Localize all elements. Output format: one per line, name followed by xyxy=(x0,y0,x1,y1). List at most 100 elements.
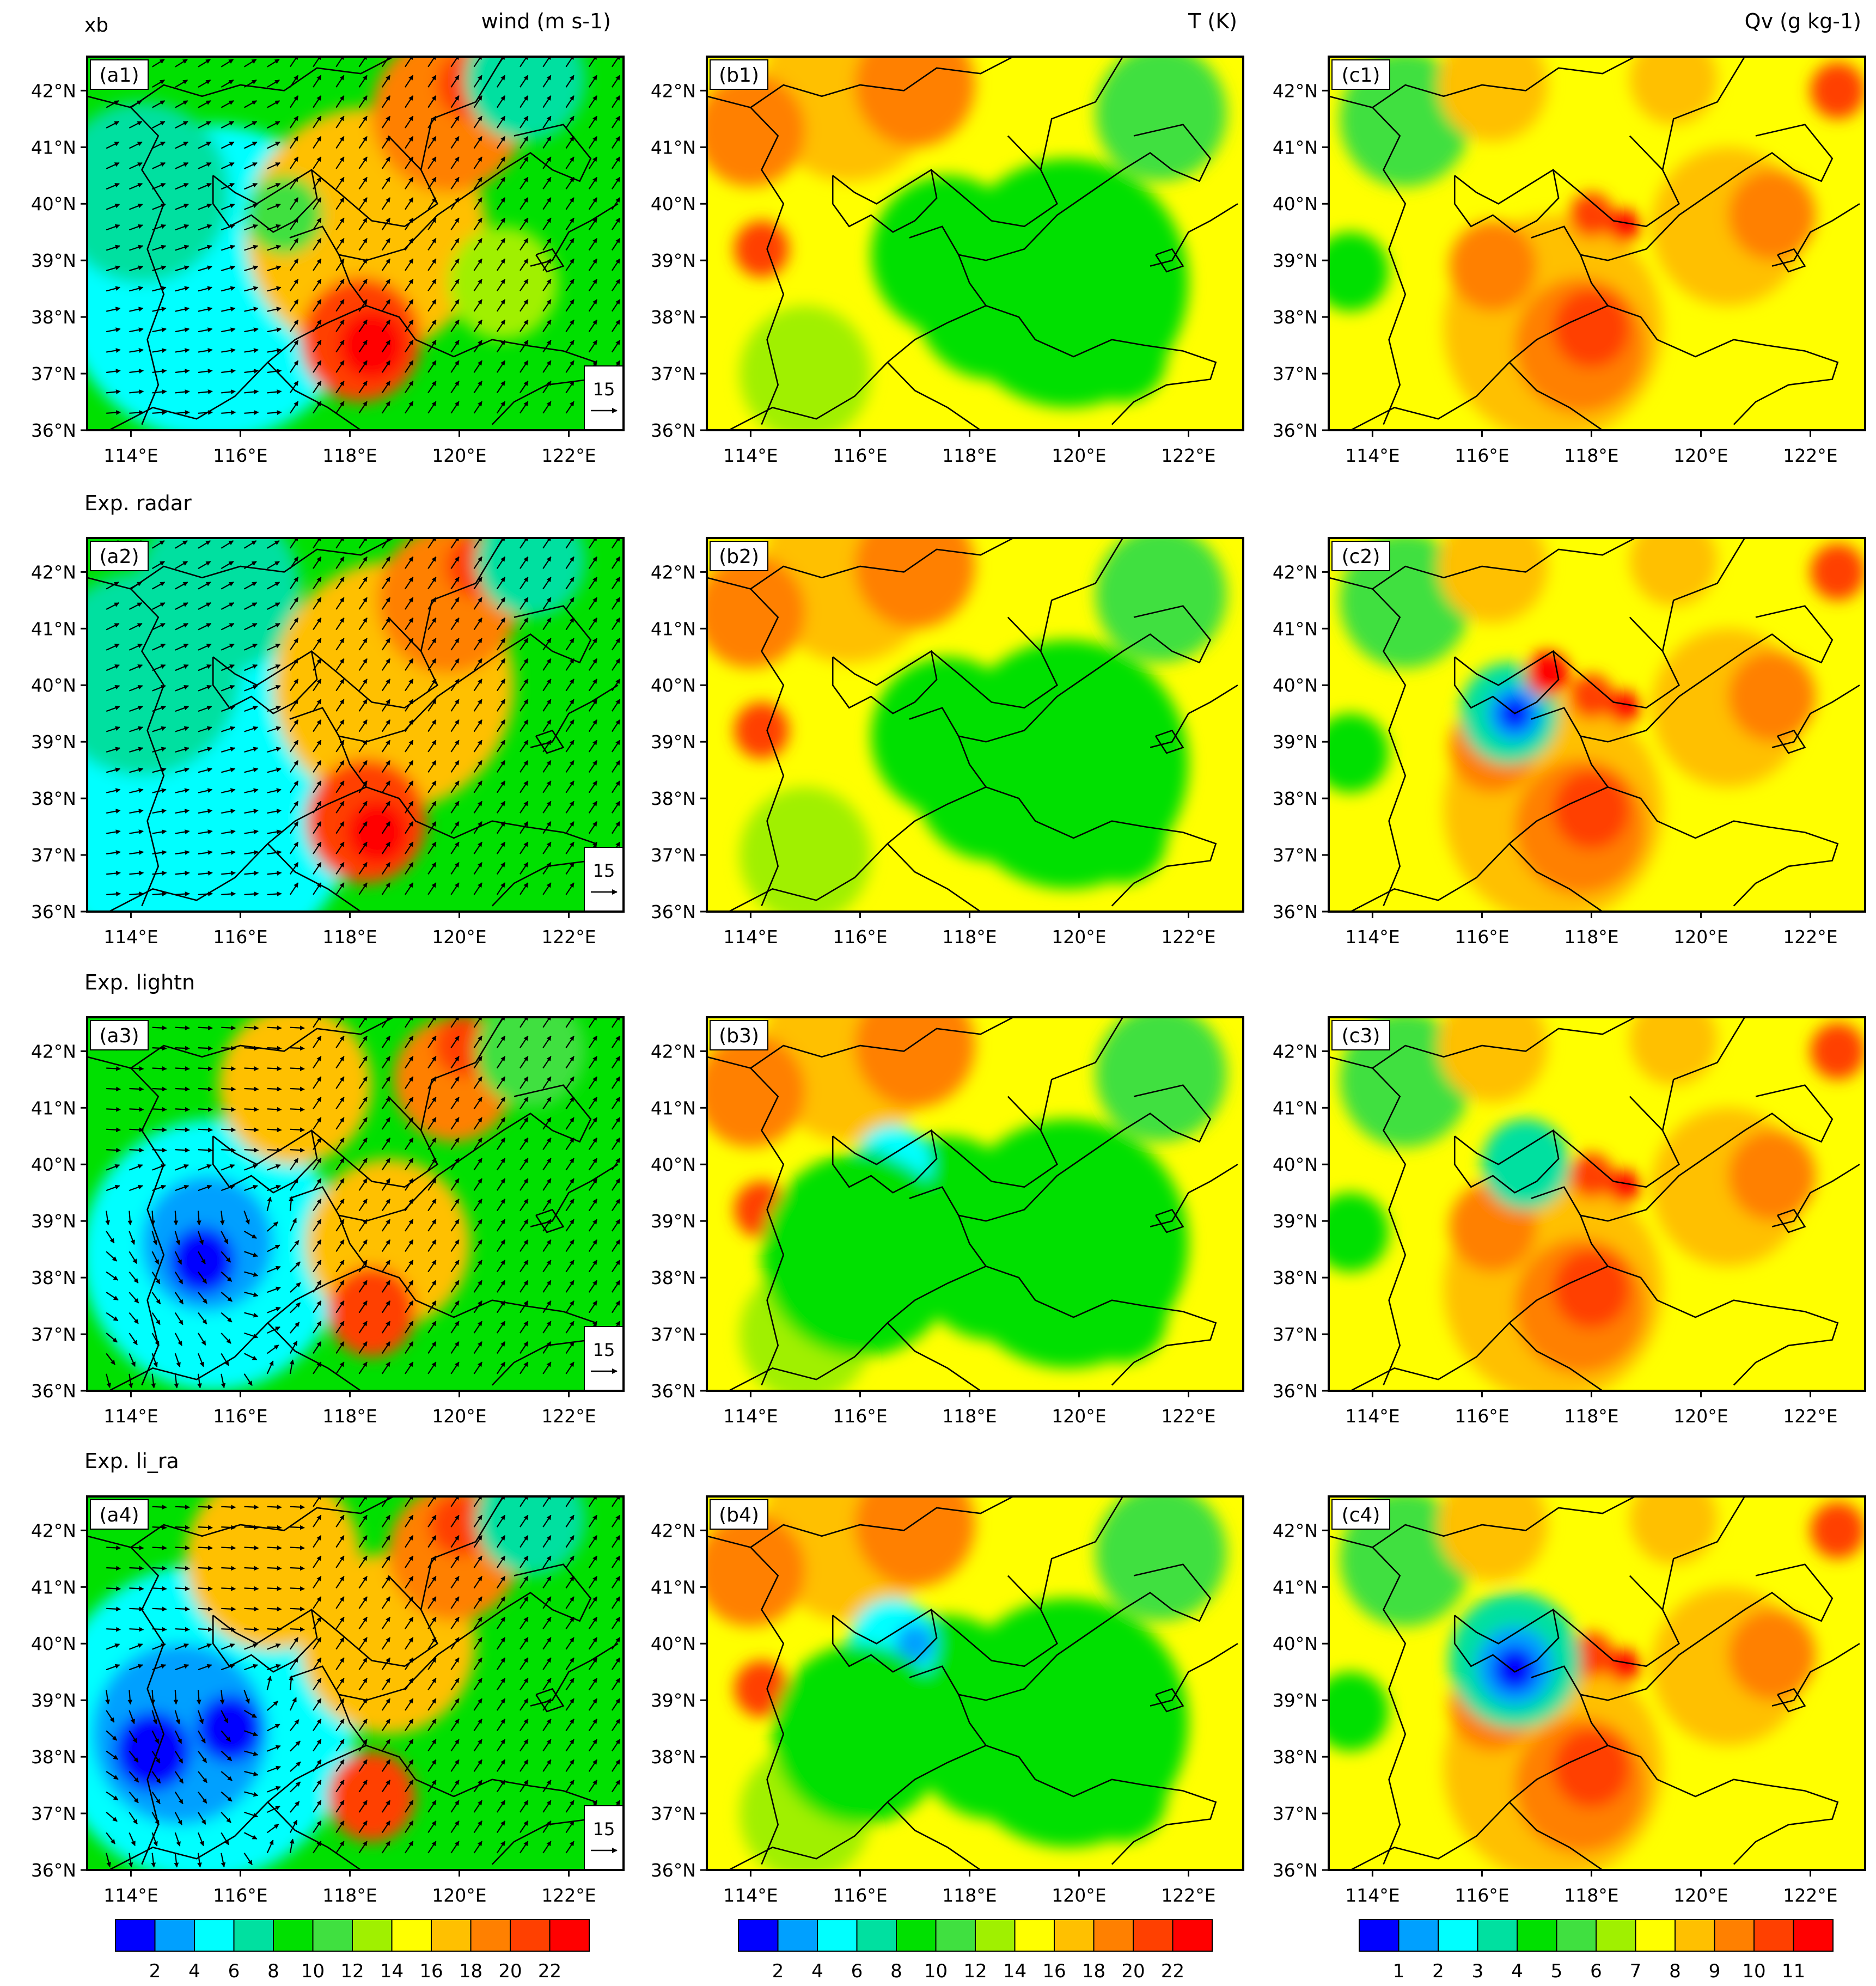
wind-arrow xyxy=(221,1127,236,1133)
field-layer xyxy=(707,1496,1243,1870)
wind-arrow xyxy=(129,871,144,876)
lat-tick-label: 40°N xyxy=(651,193,696,215)
wind-arrow xyxy=(267,265,282,271)
wind-arrow xyxy=(358,381,368,394)
panel-a2: 15 (a2) 42°N 41°N 40°N 39°N 38°N 37°N 36°N 114°E 1… xyxy=(31,537,625,948)
wind-arrow xyxy=(335,760,345,773)
wind-arrow xyxy=(405,882,414,895)
field-contour xyxy=(740,787,871,912)
wind-arrow xyxy=(358,760,368,773)
wind-arrow xyxy=(427,238,437,251)
wind-arrow xyxy=(520,299,529,312)
wind-arrow xyxy=(129,265,144,271)
field-contour xyxy=(1629,1017,1718,1085)
wind-arrow xyxy=(106,829,121,834)
wind-arrow xyxy=(267,643,281,651)
panel-a1: 15 (a1) 42°N 41°N 40°N 39°N 38°N 37°N 36°N 114°E 1… xyxy=(31,56,625,466)
wind-arrow xyxy=(244,327,259,333)
wind-arrow xyxy=(588,95,598,108)
wind-arrow xyxy=(427,381,437,394)
wind-arrow xyxy=(221,582,234,590)
lat-tick-label: 41°N xyxy=(31,1097,76,1119)
wind-arrow xyxy=(588,217,598,230)
wind-arrow xyxy=(129,705,143,712)
wind-arrow xyxy=(565,136,575,149)
wind-arrow xyxy=(335,780,345,793)
wind-arrow xyxy=(106,183,120,190)
colorbar-swatch xyxy=(154,1919,195,1952)
wind-arrow xyxy=(450,176,460,190)
boundary-line xyxy=(130,588,165,907)
wind-arrow xyxy=(450,238,460,251)
wind-arrow xyxy=(129,162,143,169)
wind-arrow xyxy=(427,217,437,230)
wind-arrow xyxy=(106,369,121,374)
wind-arrow xyxy=(152,582,166,590)
lat-tick-label: 41°N xyxy=(31,1576,76,1598)
wind-arrow xyxy=(496,401,506,414)
wind-arrow xyxy=(611,299,621,312)
lon-tick-label: 114°E xyxy=(1345,445,1400,466)
wind-arrow xyxy=(450,577,460,590)
field-layer xyxy=(707,538,1243,912)
wind-arrow xyxy=(405,115,414,129)
lat-tick-label: 42°N xyxy=(31,561,76,583)
lat-tick-label: 39°N xyxy=(651,250,696,271)
wind-arrow xyxy=(496,340,506,353)
wind-arrow xyxy=(289,95,299,108)
lat-tick-label: 37°N xyxy=(31,1324,76,1345)
wind-arrow xyxy=(381,719,391,732)
wind-arrow xyxy=(335,719,345,732)
wind-arrow xyxy=(244,389,259,394)
wind-arrow xyxy=(611,278,621,291)
wind-arrow xyxy=(221,623,235,631)
lon-tick-label: 116°E xyxy=(833,1406,887,1427)
wind-arrow xyxy=(106,891,121,896)
field-contour xyxy=(87,572,241,776)
wind-arrow xyxy=(335,176,345,190)
wind-arrow xyxy=(565,115,575,129)
wind-arrow xyxy=(221,850,236,855)
wind-arrow xyxy=(381,176,391,190)
wind-arrow xyxy=(335,136,345,149)
wind-arrow xyxy=(381,658,391,671)
wind-arrow xyxy=(473,360,482,373)
wind-arrow xyxy=(588,197,598,210)
wind-arrow xyxy=(473,156,482,169)
boundary-line xyxy=(535,248,565,273)
reference-vector-box xyxy=(584,365,624,431)
wind-arrow xyxy=(221,685,235,692)
wind-arrow xyxy=(405,577,414,590)
wind-arrow xyxy=(473,800,482,814)
field-contour xyxy=(1095,57,1227,181)
lat-tick-label: 39°N xyxy=(651,1690,696,1711)
wind-arrow xyxy=(520,238,529,251)
wind-arrow xyxy=(198,726,212,732)
wind-arrow xyxy=(221,1066,236,1071)
wind-arrow xyxy=(313,740,322,753)
lat-tick-label: 39°N xyxy=(651,1211,696,1232)
wind-arrow xyxy=(381,597,391,610)
wind-arrow xyxy=(244,664,258,671)
lat-tick-label: 42°N xyxy=(651,1520,696,1541)
wind-arrow xyxy=(106,685,120,692)
wind-arrow xyxy=(289,740,299,753)
wind-arrow xyxy=(611,258,621,271)
field-contour xyxy=(734,702,789,759)
wind-arrow xyxy=(358,577,368,590)
panel-label: (c1) xyxy=(1342,64,1380,87)
wind-arrow xyxy=(427,278,437,291)
colorbar-label: 14 xyxy=(380,1960,404,1982)
wind-arrow xyxy=(244,224,258,231)
wind-arrow xyxy=(473,862,482,875)
wind-arrow xyxy=(221,726,235,732)
wind-arrow xyxy=(335,217,345,230)
panel-label: (b3) xyxy=(719,1025,759,1047)
wind-arrow xyxy=(243,121,258,129)
wind-arrow xyxy=(289,360,299,373)
wind-arrow xyxy=(335,95,345,108)
wind-arrow xyxy=(611,75,621,88)
lat-tick-label: 39°N xyxy=(31,250,76,271)
wind-arrow xyxy=(611,217,621,230)
wind-arrow xyxy=(267,623,280,631)
